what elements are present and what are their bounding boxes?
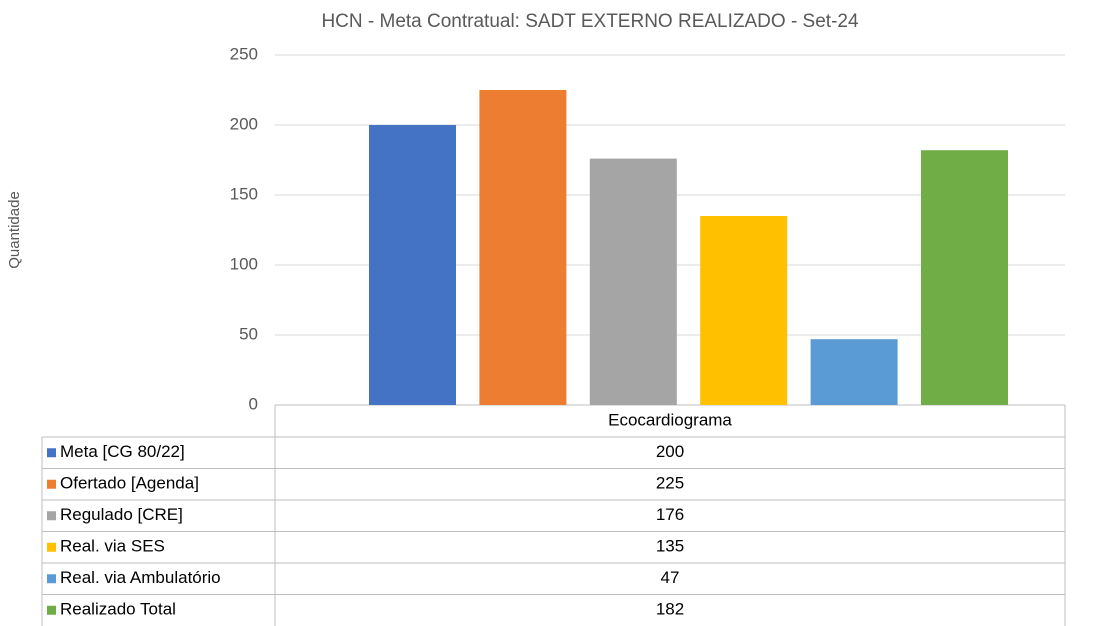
- legend-label: Realizado Total: [60, 600, 176, 619]
- table-value: 47: [661, 568, 680, 587]
- table-value: 182: [656, 600, 684, 619]
- legend-swatch: [47, 542, 56, 552]
- legend-label: Real. via SES: [60, 537, 165, 556]
- table-value: 200: [656, 442, 684, 461]
- chart-title: HCN - Meta Contratual: SADT EXTERNO REAL…: [321, 11, 859, 32]
- table-value: 135: [656, 537, 684, 556]
- y-tick-label: 0: [249, 394, 258, 413]
- legend-label: Real. via Ambulatório: [60, 568, 221, 587]
- legend-label: Meta [CG 80/22]: [60, 442, 185, 461]
- bar: [810, 339, 898, 405]
- y-tick-label: 150: [230, 184, 258, 203]
- legend-swatch: [47, 448, 56, 458]
- bar: [479, 90, 567, 405]
- y-tick-label: 200: [230, 114, 258, 133]
- x-tick-label: Ecocardiograma: [608, 410, 732, 429]
- legend-label: Ofertado [Agenda]: [60, 474, 199, 493]
- table-value: 225: [656, 474, 684, 493]
- legend-swatch: [47, 605, 56, 615]
- legend-swatch: [47, 511, 56, 521]
- legend-swatch: [47, 479, 56, 489]
- bar: [589, 158, 677, 405]
- bar: [921, 150, 1008, 405]
- legend-swatch: [47, 574, 56, 584]
- legend-label: Regulado [CRE]: [60, 505, 183, 524]
- table-value: 176: [656, 505, 684, 524]
- y-tick-label: 50: [239, 324, 258, 343]
- bar: [369, 125, 456, 405]
- y-axis-label: Quantidade: [6, 191, 23, 269]
- bar: [700, 216, 788, 405]
- y-tick-label: 100: [230, 254, 258, 273]
- y-tick-label: 250: [230, 44, 258, 63]
